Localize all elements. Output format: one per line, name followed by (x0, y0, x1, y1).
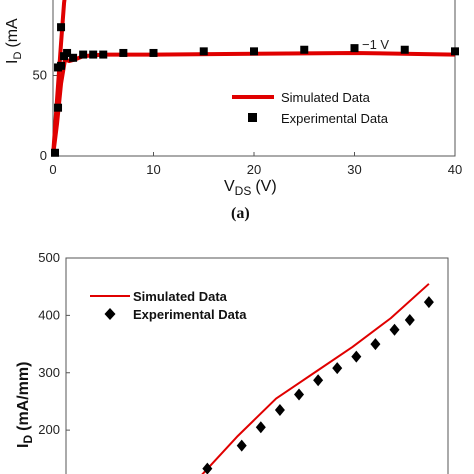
y-tick-label: 200 (38, 422, 60, 437)
ylabel-sub-b: D (21, 435, 35, 444)
legend-a: Simulated Data Experimental Data (232, 90, 389, 126)
legend-b: Simulated Data Experimental Data (90, 289, 247, 322)
annotation-vgs: −1 V (362, 37, 389, 52)
legend-experimental-label-a: Experimental Data (281, 111, 389, 126)
experimental-data-point (236, 439, 247, 452)
experimental-data-point (54, 63, 63, 72)
experimental-data-point (51, 148, 60, 157)
x-tick-label: 30 (347, 162, 361, 177)
x-tick-label: 0 (49, 162, 56, 177)
experimental-data-point (404, 313, 415, 326)
legend-experimental-label-b: Experimental Data (133, 307, 247, 322)
experimental-data-point (400, 45, 409, 54)
experimental-data-point (149, 48, 158, 57)
experimental-data-point (423, 296, 434, 309)
experimental-data-point (119, 48, 128, 57)
x-tick-label: 10 (146, 162, 160, 177)
ylabel-unit-b: (mA/mm) (15, 362, 32, 431)
legend-experimental-swatch-b (104, 308, 116, 320)
chart-panel-a: 0 10 20 30 40 0 50 −1 V Simulated Data Experim… (4, 0, 462, 222)
ylabel-sub-a: D (12, 52, 24, 60)
ylabel-a: ID (mA (4, 18, 24, 64)
legend-experimental-swatch-a (248, 113, 257, 122)
chart-panel-b: 200 300 400 500 Simulated Data Experimental… (15, 250, 449, 474)
ylabel-main-b: I (15, 444, 32, 448)
simulated-data-line (201, 283, 430, 474)
experimental-data-point (370, 338, 381, 351)
experimental-data-point (54, 103, 63, 112)
panel-label-a: (a) (231, 205, 250, 222)
xlabel-unit-a: (V) (255, 178, 276, 195)
experimental-data-point (274, 404, 285, 417)
experimental-data-point (202, 462, 213, 474)
xlabel-sub-a: DS (235, 184, 252, 198)
series-group-b (201, 283, 434, 474)
experimental-data-point (350, 44, 359, 53)
experimental-data-point (69, 53, 78, 62)
experimental-data-point (63, 48, 72, 57)
experimental-data-point (313, 374, 324, 387)
experimental-data-point (332, 362, 343, 375)
experimental-data-point (99, 50, 108, 59)
x-tick-label: 40 (448, 162, 462, 177)
plot-area-b (65, 257, 449, 474)
y-tick-label: 400 (38, 307, 60, 322)
experimental-data-point (300, 45, 309, 54)
experimental-data-point (255, 421, 266, 434)
experimental-data-point (57, 23, 66, 32)
ylabel-unit-a: (mA (4, 18, 21, 48)
experimental-data-point (79, 50, 88, 59)
series-group-a (51, 0, 459, 157)
experimental-data-point (389, 323, 400, 336)
experimental-data-point (250, 47, 258, 56)
axis-ticks-b: 200 300 400 500 (38, 250, 70, 437)
experimental-data-point (89, 50, 98, 59)
ylabel-main-a: I (4, 60, 21, 64)
plot-area-a (52, 0, 456, 157)
xlabel-main-a: V (224, 178, 235, 195)
simulated-data-line (51, 0, 67, 157)
experimental-data-point (294, 388, 305, 401)
experimental-data-point (199, 47, 208, 56)
ylabel-b: ID (mA/mm) (15, 362, 35, 448)
legend-simulated-label-b: Simulated Data (133, 289, 228, 304)
simulated-data-line (51, 50, 456, 157)
y-tick-label: 50 (33, 68, 47, 83)
experimental-data-point (451, 47, 459, 56)
y-tick-label: 300 (38, 365, 60, 380)
x-tick-label: 20 (247, 162, 261, 177)
experimental-data-point (351, 350, 362, 363)
legend-simulated-label-a: Simulated Data (281, 90, 371, 105)
y-tick-label: 0 (40, 148, 47, 163)
y-tick-label: 500 (38, 250, 60, 265)
xlabel-a: VDS (V) (224, 178, 277, 198)
